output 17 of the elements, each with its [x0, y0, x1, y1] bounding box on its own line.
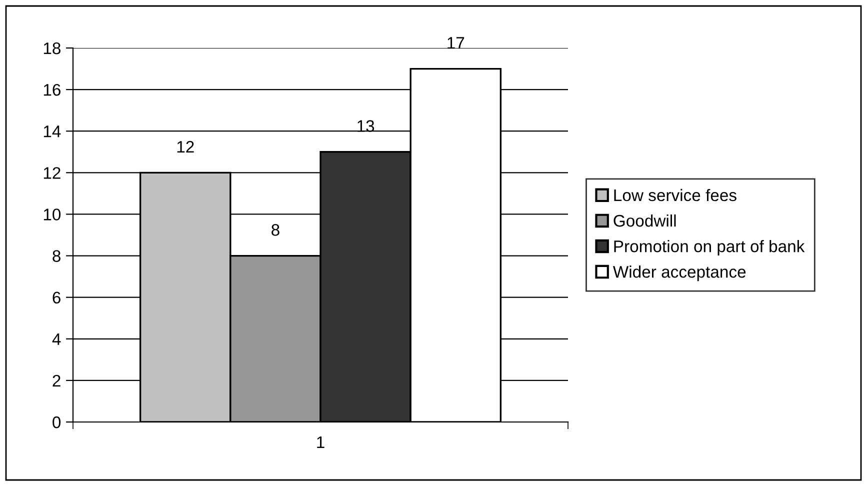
y-tick-label: 18 [44, 42, 60, 54]
legend-label: Low service fees [614, 188, 736, 202]
y-tick-label: 8 [52, 250, 60, 262]
data-label: 8 [272, 224, 280, 236]
legend-label: Promotion on part of bank [614, 240, 805, 256]
y-tick-label: 2 [52, 374, 60, 386]
x-tick-label: 1 [317, 436, 324, 448]
y-tick-label: 0 [52, 416, 61, 428]
y-tick-label: 12 [44, 167, 60, 179]
legend-label: Goodwill [614, 214, 676, 227]
y-tick-label: 4 [52, 333, 61, 345]
data-label: 12 [177, 140, 194, 153]
y-tick-label: 6 [52, 292, 60, 304]
legend-label: Wider acceptance [612, 266, 746, 282]
y-tick-label: 10 [44, 208, 61, 220]
y-tick-label: 16 [44, 84, 60, 96]
y-tick-label: 14 [44, 126, 61, 138]
